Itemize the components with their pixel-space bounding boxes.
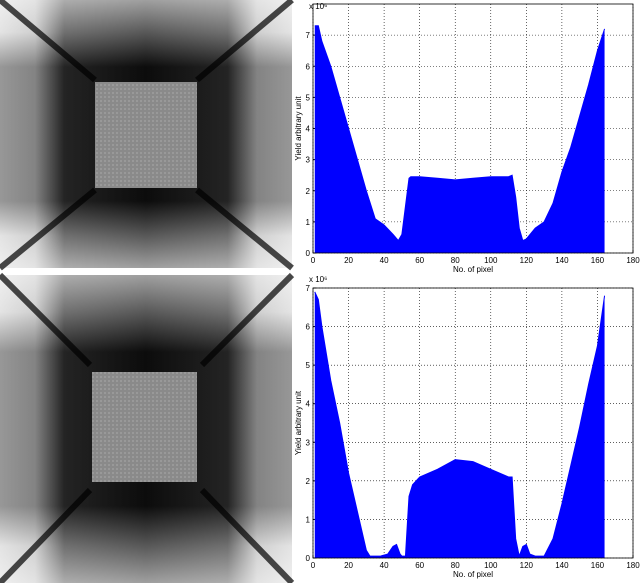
y-axis-label: Yield arbitrary unit bbox=[294, 96, 303, 161]
y-tick-label: 2 bbox=[306, 187, 311, 196]
y-tick-label: 2 bbox=[306, 477, 311, 486]
y-tick-label: 4 bbox=[306, 400, 311, 409]
x-tick-label: 60 bbox=[415, 256, 424, 265]
y-tick-label: 0 bbox=[306, 554, 311, 563]
y-tick-label: 5 bbox=[306, 361, 311, 370]
y-multiplier: x 10⁶ bbox=[309, 275, 327, 284]
x-axis-label: No. of pixel bbox=[453, 265, 493, 274]
x-tick-label: 180 bbox=[626, 256, 640, 265]
y-tick-label: 5 bbox=[306, 93, 311, 102]
x-tick-label: 40 bbox=[380, 256, 389, 265]
y-multiplier: x 10⁶ bbox=[309, 2, 327, 11]
area-fill bbox=[314, 291, 605, 558]
x-tick-label: 20 bbox=[344, 561, 353, 570]
y-tick-label: 3 bbox=[306, 156, 311, 165]
y-tick-label: 6 bbox=[306, 323, 311, 332]
x-tick-label: 100 bbox=[484, 256, 498, 265]
x-tick-label: 80 bbox=[451, 256, 460, 265]
area-line bbox=[314, 25, 606, 242]
x-tick-label: 160 bbox=[591, 256, 605, 265]
y-tick-label: 7 bbox=[306, 31, 311, 40]
x-tick-label: 60 bbox=[415, 561, 424, 570]
x-tick-label: 80 bbox=[451, 561, 460, 570]
image-top bbox=[0, 0, 294, 271]
y-tick-label: 6 bbox=[306, 62, 311, 71]
x-tick-label: 140 bbox=[555, 561, 569, 570]
x-tick-label: 120 bbox=[520, 256, 534, 265]
x-tick-label: 100 bbox=[484, 561, 498, 570]
x-tick-label: 120 bbox=[520, 561, 534, 570]
x-axis-label: No. of pixel bbox=[453, 570, 493, 579]
x-tick-label: 0 bbox=[311, 561, 316, 570]
plot-frame bbox=[312, 287, 634, 559]
x-tick-label: 180 bbox=[626, 561, 640, 570]
y-axis-label: Yield arbitrary unit bbox=[294, 390, 303, 455]
x-tick-label: 140 bbox=[555, 256, 569, 265]
x-tick-label: 20 bbox=[344, 256, 353, 265]
y-tick-label: 7 bbox=[306, 284, 311, 293]
x-tick-label: 40 bbox=[380, 561, 389, 570]
image-bottom bbox=[0, 272, 295, 586]
plot-frame bbox=[312, 3, 634, 254]
y-tick-label: 1 bbox=[306, 515, 311, 524]
x-tick-label: 0 bbox=[311, 256, 316, 265]
area-line bbox=[314, 291, 606, 558]
x-tick-label: 160 bbox=[591, 561, 605, 570]
y-tick-label: 4 bbox=[306, 125, 311, 134]
y-tick-label: 1 bbox=[306, 218, 311, 227]
y-tick-label: 3 bbox=[306, 438, 311, 447]
y-tick-label: 0 bbox=[306, 249, 311, 258]
area-fill bbox=[314, 25, 605, 253]
